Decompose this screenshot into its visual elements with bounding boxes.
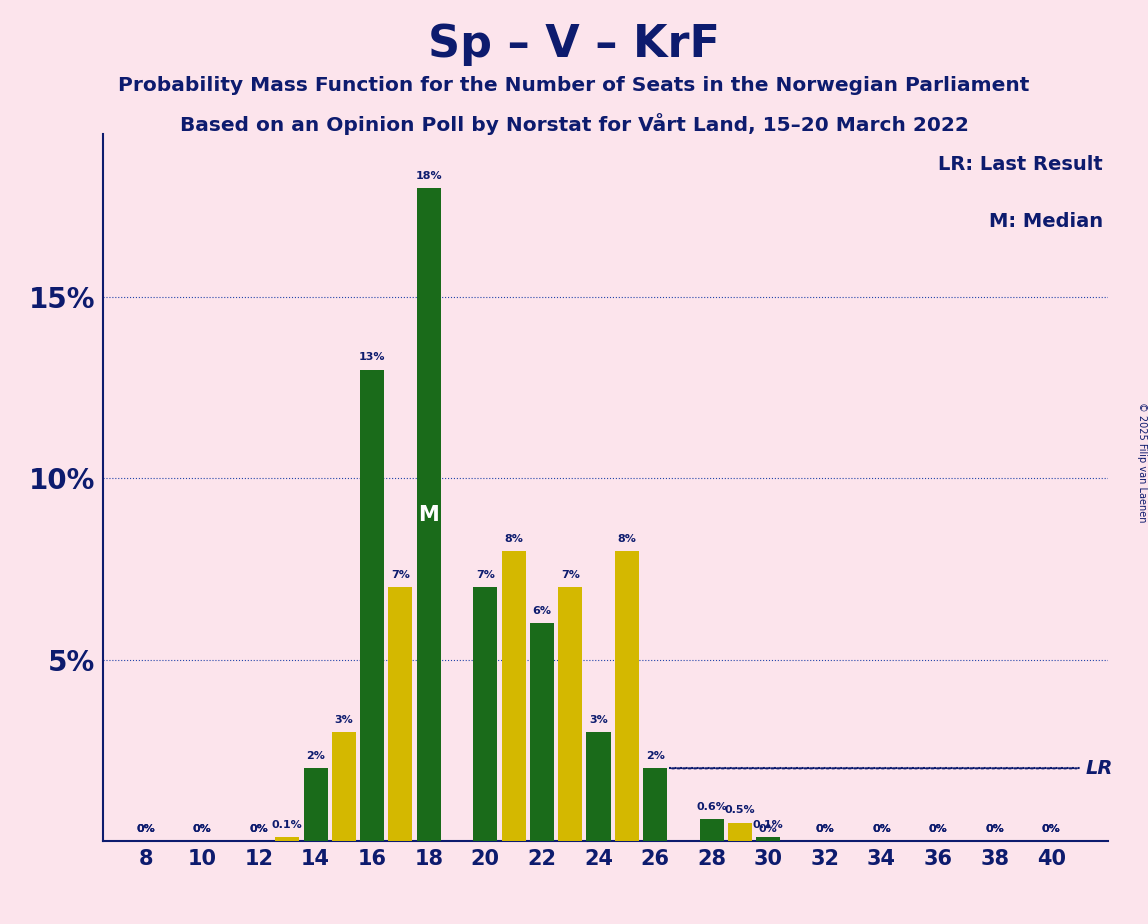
Text: 0.1%: 0.1% <box>272 820 303 830</box>
Text: 0%: 0% <box>929 823 947 833</box>
Text: Based on an Opinion Poll by Norstat for Vårt Land, 15–20 March 2022: Based on an Opinion Poll by Norstat for … <box>179 113 969 135</box>
Bar <box>417 188 441 841</box>
Text: M: M <box>418 505 439 525</box>
Text: 0%: 0% <box>1042 823 1061 833</box>
Text: 8%: 8% <box>504 533 523 543</box>
Bar <box>558 587 582 841</box>
Text: 0%: 0% <box>985 823 1004 833</box>
Text: Probability Mass Function for the Number of Seats in the Norwegian Parliament: Probability Mass Function for the Number… <box>118 76 1030 95</box>
Text: 0.1%: 0.1% <box>753 820 784 830</box>
Text: 13%: 13% <box>359 352 386 362</box>
Text: 0%: 0% <box>1042 823 1061 833</box>
Text: 7%: 7% <box>476 570 495 580</box>
Text: Sp – V – KrF: Sp – V – KrF <box>428 23 720 67</box>
Text: M: Median: M: Median <box>988 212 1103 231</box>
Text: 0%: 0% <box>249 823 269 833</box>
Bar <box>643 769 667 841</box>
Bar <box>332 732 356 841</box>
Text: 0.5%: 0.5% <box>724 806 755 816</box>
Text: 0%: 0% <box>137 823 155 833</box>
Text: 0%: 0% <box>929 823 947 833</box>
Text: 2%: 2% <box>645 751 665 761</box>
Text: 0%: 0% <box>872 823 891 833</box>
Bar <box>276 837 300 841</box>
Bar <box>699 819 723 841</box>
Bar <box>303 769 327 841</box>
Text: 0%: 0% <box>872 823 891 833</box>
Text: 18%: 18% <box>416 171 442 181</box>
Text: LR: LR <box>1085 759 1112 778</box>
Text: 0%: 0% <box>815 823 835 833</box>
Text: 0%: 0% <box>985 823 1004 833</box>
Text: 2%: 2% <box>307 751 325 761</box>
Text: 6%: 6% <box>533 606 551 616</box>
Text: 0.6%: 0.6% <box>696 802 727 812</box>
Bar <box>388 587 412 841</box>
Text: 0%: 0% <box>249 823 269 833</box>
Text: 7%: 7% <box>560 570 580 580</box>
Text: 3%: 3% <box>334 715 354 724</box>
Text: © 2025 Filip van Laenen: © 2025 Filip van Laenen <box>1138 402 1147 522</box>
Text: 0%: 0% <box>137 823 155 833</box>
Text: 7%: 7% <box>391 570 410 580</box>
Text: 0%: 0% <box>759 823 777 833</box>
Text: 0%: 0% <box>193 823 211 833</box>
Bar <box>360 370 385 841</box>
Bar <box>473 587 497 841</box>
Bar <box>728 822 752 841</box>
Text: 0%: 0% <box>193 823 211 833</box>
Text: 0%: 0% <box>815 823 835 833</box>
Bar <box>530 624 554 841</box>
Bar <box>587 732 611 841</box>
Bar <box>757 837 781 841</box>
Text: 8%: 8% <box>618 533 636 543</box>
Bar <box>502 551 526 841</box>
Text: LR: Last Result: LR: Last Result <box>938 155 1103 175</box>
Text: 3%: 3% <box>589 715 608 724</box>
Bar <box>615 551 638 841</box>
